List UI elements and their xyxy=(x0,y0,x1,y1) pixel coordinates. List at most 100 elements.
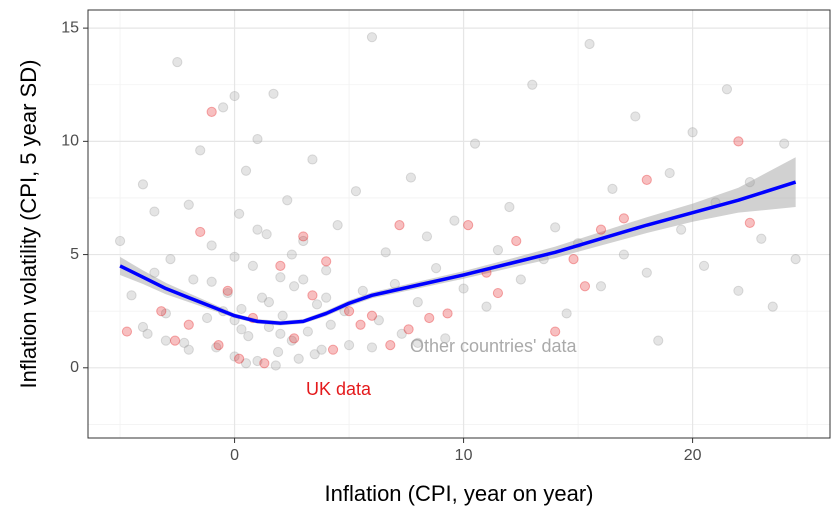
point xyxy=(396,328,407,339)
point xyxy=(332,220,343,231)
point xyxy=(275,272,286,283)
point xyxy=(756,233,767,244)
point xyxy=(779,138,790,149)
point xyxy=(236,303,247,315)
point xyxy=(137,179,149,190)
point xyxy=(277,310,288,321)
point xyxy=(321,292,332,303)
point xyxy=(234,353,245,364)
point xyxy=(481,301,492,312)
annotation: Other countries' data xyxy=(410,336,578,356)
point xyxy=(234,208,245,219)
point xyxy=(229,90,240,102)
point xyxy=(213,340,224,351)
point xyxy=(263,297,275,308)
point xyxy=(325,319,336,330)
point xyxy=(385,340,396,351)
point xyxy=(550,222,561,233)
point xyxy=(343,306,355,317)
point xyxy=(492,287,504,299)
point xyxy=(412,297,423,308)
point xyxy=(607,183,618,194)
y-axis-title: Inflation volatility (CPI, 5 year SD) xyxy=(16,60,41,389)
point xyxy=(282,195,293,206)
point xyxy=(272,346,284,358)
point xyxy=(247,260,258,271)
point xyxy=(515,274,526,285)
point xyxy=(664,167,675,179)
point xyxy=(183,344,194,355)
point xyxy=(142,328,153,339)
point xyxy=(744,217,755,228)
points-layer xyxy=(114,32,801,371)
point xyxy=(492,244,504,256)
x-tick-label: 20 xyxy=(684,447,702,464)
point xyxy=(240,358,252,369)
y-tick-label: 0 xyxy=(70,359,79,376)
point xyxy=(584,38,595,50)
line-layer xyxy=(119,180,797,325)
point xyxy=(286,249,297,260)
point xyxy=(275,328,286,339)
point xyxy=(256,292,268,303)
point xyxy=(240,165,252,176)
y-tick-label: 5 xyxy=(70,246,79,263)
point xyxy=(311,299,323,310)
point xyxy=(440,333,451,344)
point xyxy=(179,337,190,348)
point xyxy=(350,186,362,197)
point xyxy=(550,326,561,337)
point xyxy=(366,342,378,353)
y-tick-label: 10 xyxy=(61,133,79,150)
point xyxy=(733,136,744,147)
point xyxy=(229,251,240,262)
point xyxy=(206,276,217,287)
point xyxy=(421,231,433,242)
point xyxy=(463,220,474,231)
point xyxy=(268,88,279,99)
point xyxy=(380,247,391,258)
point xyxy=(298,231,309,242)
point xyxy=(289,281,300,292)
point xyxy=(687,127,698,138)
point xyxy=(307,154,318,165)
point xyxy=(449,215,460,226)
point xyxy=(653,335,664,346)
point xyxy=(275,260,286,271)
point xyxy=(394,220,405,231)
point xyxy=(137,321,149,333)
point xyxy=(307,290,318,301)
point xyxy=(316,344,327,355)
point xyxy=(630,111,641,122)
x-tick-label: 10 xyxy=(455,447,473,464)
point xyxy=(366,32,378,43)
point xyxy=(195,226,206,238)
point xyxy=(183,199,194,210)
x-axis-title: Inflation (CPI, year on year) xyxy=(324,481,593,506)
point xyxy=(206,240,217,251)
point xyxy=(561,308,572,319)
point xyxy=(321,265,332,276)
point xyxy=(676,224,687,235)
point xyxy=(430,263,442,274)
grid xyxy=(88,10,830,438)
point xyxy=(641,267,652,278)
point xyxy=(156,306,167,317)
point xyxy=(442,308,453,319)
point xyxy=(259,358,270,369)
point xyxy=(767,301,778,312)
point xyxy=(188,274,199,285)
point xyxy=(733,285,744,296)
point xyxy=(403,324,414,335)
smooth-line xyxy=(119,180,797,325)
x-tick-label: 0 xyxy=(230,447,239,464)
point xyxy=(504,201,515,213)
annotation: UK data xyxy=(306,379,372,399)
point xyxy=(744,177,755,188)
point xyxy=(252,224,263,235)
point xyxy=(595,224,607,235)
point xyxy=(405,172,417,183)
point xyxy=(261,229,272,240)
point xyxy=(618,249,629,260)
